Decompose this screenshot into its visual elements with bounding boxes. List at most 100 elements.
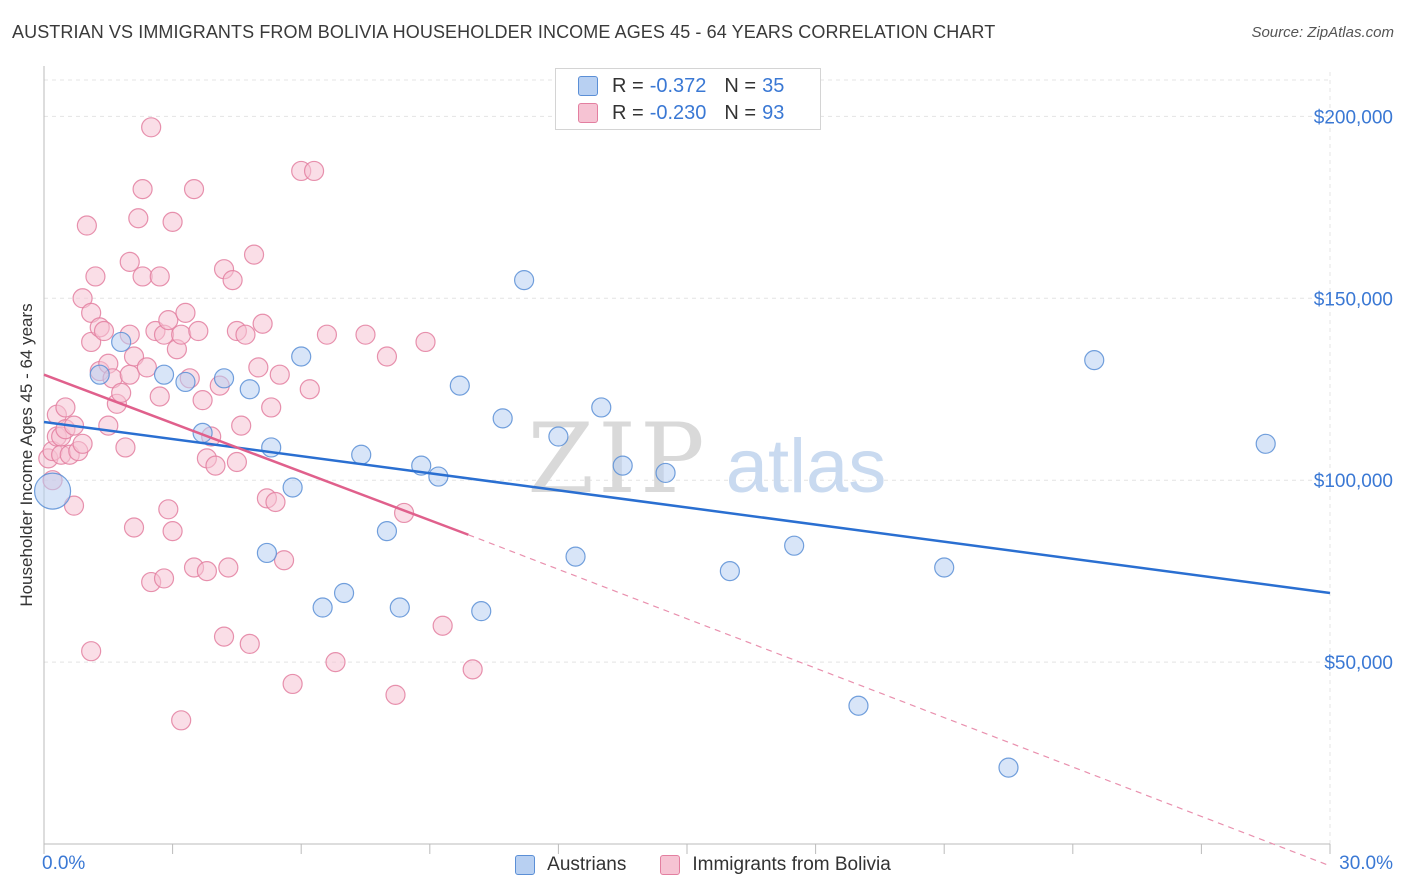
bolivia-point: [171, 710, 192, 731]
legend-r-value: -0.372: [649, 74, 707, 97]
legend-row-bolivia: R = -0.230 N = 93: [578, 100, 784, 126]
austrians-point: [784, 535, 805, 556]
bolivia-point: [123, 517, 145, 538]
bolivia-point: [175, 302, 196, 323]
trend-line-bolivia: [43, 373, 469, 536]
legend-n-label: N =: [724, 101, 757, 124]
bolivia-point: [226, 451, 247, 473]
bolivia-point: [325, 651, 346, 673]
bolivia-point: [132, 266, 153, 287]
x-tick-labels: 0.0% 30.0%: [42, 853, 1393, 874]
legend-item-austrians[interactable]: Austrians: [515, 854, 626, 876]
austrians-point: [565, 546, 586, 567]
bolivia-point: [81, 641, 102, 662]
austrians-point: [612, 455, 633, 476]
bolivia-point: [183, 179, 205, 200]
legend-n-value: 93: [762, 101, 785, 124]
austrians-point: [175, 371, 196, 393]
bolivia-point: [188, 320, 209, 342]
bolivia-point: [132, 179, 153, 200]
bolivia-point: [72, 433, 93, 454]
bolivia-point: [119, 364, 140, 385]
austrians-point: [111, 331, 132, 353]
series-legend: Austrians Immigrants from Bolivia: [0, 852, 1406, 878]
bolivia-point: [141, 117, 162, 138]
austrians-point: [591, 397, 612, 418]
watermark-atlas: atlas: [726, 424, 887, 509]
austrians-point: [282, 477, 303, 498]
bolivia-point: [85, 266, 106, 287]
y-tick-label: $50,000: [1324, 653, 1393, 674]
austrians-point: [655, 462, 676, 484]
bolivia-point: [269, 364, 290, 385]
austrians-point: [333, 582, 355, 604]
bolivia-point: [248, 357, 269, 378]
austrians-point: [239, 379, 260, 400]
bolivia-point: [196, 561, 217, 582]
bolivia-point: [158, 310, 179, 331]
bolivia-point: [243, 244, 265, 265]
y-tick-label: $100,000: [1314, 471, 1393, 492]
austrians-point: [389, 597, 410, 618]
bolivia-point: [462, 659, 483, 680]
bolivia-point: [252, 313, 273, 334]
bolivia-point: [162, 521, 183, 542]
bolivia-point: [136, 357, 157, 378]
austrians-point: [1084, 350, 1105, 371]
legend-r-value: -0.230: [649, 101, 707, 124]
austrians-point: [351, 444, 372, 465]
austrians-point: [33, 472, 72, 510]
legend-swatch-bolivia: [660, 855, 681, 875]
austrians-point: [1255, 433, 1276, 454]
bolivia-point: [76, 215, 97, 236]
legend-n-label: N =: [724, 74, 757, 97]
bolivia-point: [158, 499, 179, 520]
austrians-point: [998, 757, 1019, 778]
bolivia-point: [205, 455, 226, 476]
bolivia-point: [239, 633, 260, 655]
bolivia-point: [273, 550, 295, 571]
bolivia-point: [432, 615, 453, 636]
y-tick-labels: $50,000 $100,000 $150,000 $200,000: [1314, 107, 1393, 674]
source-label: Source: ZipAtlas.com: [1251, 24, 1394, 41]
bolivia-point: [171, 324, 192, 345]
legend-swatch-austrians: [515, 855, 536, 875]
bolivia-point: [316, 324, 338, 345]
bolivia-point: [115, 437, 136, 458]
austrians-point: [213, 368, 235, 389]
austrians-point: [312, 597, 333, 618]
legend-swatch-bolivia: [578, 103, 598, 123]
bolivia-point: [149, 266, 170, 287]
austrians-point: [89, 364, 110, 385]
chart-title: AUSTRIAN VS IMMIGRANTS FROM BOLIVIA HOUS…: [12, 22, 996, 42]
bolivia-point: [213, 626, 235, 647]
bolivia-point: [415, 331, 436, 353]
bolivia-point: [299, 379, 320, 400]
austrians-point: [449, 375, 470, 396]
bolivia-point: [123, 346, 145, 367]
bolivia-point: [119, 251, 140, 273]
bolivia-point: [355, 324, 376, 345]
austrians-point: [471, 601, 492, 622]
y-tick-label: $150,000: [1314, 289, 1393, 310]
bolivia-point: [218, 557, 239, 578]
legend-item-bolivia[interactable]: Immigrants from Bolivia: [660, 854, 891, 876]
series-bolivia-points: [38, 117, 483, 731]
legend-r-label: R =: [612, 101, 644, 124]
legend-r-label: R =: [612, 74, 644, 97]
bolivia-point: [376, 346, 398, 367]
series-austrians-points: [33, 269, 1276, 778]
austrians-point: [256, 542, 278, 564]
austrians-point: [719, 561, 740, 582]
bolivia-point: [303, 160, 325, 182]
bolivia-point: [93, 320, 115, 342]
x-tick-label-max: 30.0%: [1339, 853, 1393, 874]
austrians-point: [548, 426, 569, 447]
bolivia-point: [149, 386, 170, 407]
x-tick-label-min: 0.0%: [42, 853, 85, 874]
austrians-point: [492, 408, 513, 429]
trend-lines: [43, 373, 1331, 867]
austrians-point: [848, 695, 869, 716]
legend-swatch-austrians: [578, 76, 598, 96]
